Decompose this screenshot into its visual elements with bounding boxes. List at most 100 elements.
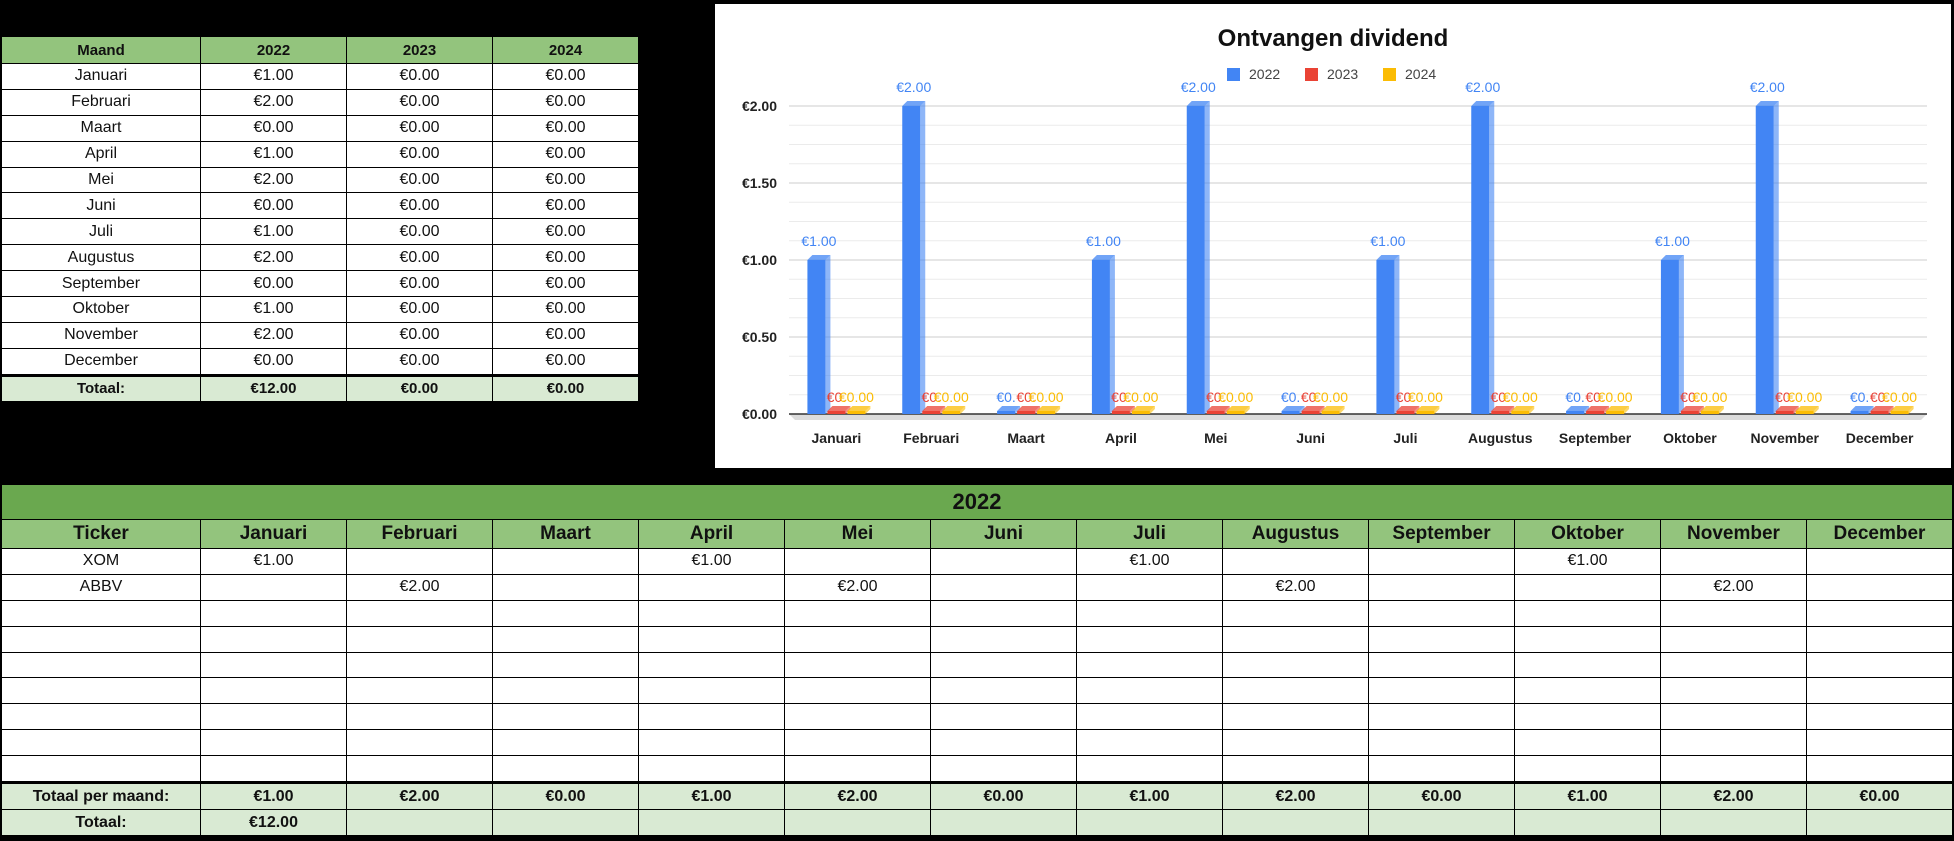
value-cell[interactable]: €0.00 — [346, 244, 493, 272]
ticker-cell[interactable]: XOM — [1, 548, 201, 575]
value-cell[interactable] — [638, 625, 785, 653]
column-header[interactable]: Januari — [200, 519, 347, 549]
value-cell[interactable] — [1076, 573, 1223, 601]
value-cell[interactable] — [1222, 625, 1369, 653]
empty-cell[interactable] — [638, 809, 785, 837]
column-header[interactable]: December — [1806, 519, 1953, 549]
month-cell[interactable]: September — [1, 270, 201, 298]
total-value[interactable]: €0.00 — [930, 781, 1077, 811]
month-cell[interactable]: April — [1, 140, 201, 168]
value-cell[interactable]: €1.00 — [200, 296, 347, 323]
ticker-cell[interactable] — [1, 651, 201, 679]
month-cell[interactable]: Augustus — [1, 244, 201, 272]
value-cell[interactable] — [1806, 703, 1953, 731]
value-cell[interactable] — [784, 677, 931, 705]
column-header[interactable]: Februari — [346, 519, 493, 549]
value-cell[interactable]: €0.00 — [492, 270, 639, 298]
value-cell[interactable]: €1.00 — [1076, 548, 1223, 575]
total-value[interactable]: €2.00 — [784, 781, 931, 811]
total-label[interactable]: Totaal per maand: — [1, 781, 201, 811]
value-cell[interactable] — [1806, 625, 1953, 653]
empty-cell[interactable] — [1660, 809, 1807, 837]
month-cell[interactable]: December — [1, 347, 201, 376]
value-cell[interactable] — [930, 755, 1077, 784]
value-cell[interactable] — [930, 729, 1077, 757]
value-cell[interactable] — [1514, 755, 1661, 784]
value-cell[interactable] — [492, 625, 639, 653]
value-cell[interactable] — [346, 755, 493, 784]
value-cell[interactable] — [930, 599, 1077, 627]
value-cell[interactable] — [1514, 651, 1661, 679]
column-header[interactable]: Augustus — [1222, 519, 1369, 549]
value-cell[interactable]: €0.00 — [200, 114, 347, 142]
value-cell[interactable] — [1514, 573, 1661, 601]
value-cell[interactable] — [1222, 651, 1369, 679]
value-cell[interactable] — [492, 573, 639, 601]
ticker-cell[interactable] — [1, 703, 201, 731]
value-cell[interactable]: €0.00 — [200, 347, 347, 376]
value-cell[interactable]: €0.00 — [346, 270, 493, 298]
value-cell[interactable] — [638, 599, 785, 627]
month-cell[interactable]: Juli — [1, 218, 201, 246]
value-cell[interactable] — [930, 651, 1077, 679]
value-cell[interactable]: €0.00 — [346, 63, 493, 90]
empty-cell[interactable] — [930, 809, 1077, 837]
total-value[interactable]: €0.00 — [492, 781, 639, 811]
total-value[interactable]: €1.00 — [200, 781, 347, 811]
column-header[interactable]: September — [1368, 519, 1515, 549]
empty-cell[interactable] — [492, 809, 639, 837]
value-cell[interactable] — [1222, 548, 1369, 575]
value-cell[interactable]: €2.00 — [200, 166, 347, 194]
value-cell[interactable]: €0.00 — [346, 321, 493, 349]
value-cell[interactable] — [1660, 548, 1807, 575]
value-cell[interactable]: €0.00 — [492, 88, 639, 116]
dividend-chart[interactable]: €0.00 €0.50 €1.00 €1.50 €2.00 Ontvangen divid… — [715, 4, 1951, 468]
ticker-cell[interactable] — [1, 755, 201, 784]
total-value[interactable]: €0.00 — [1368, 781, 1515, 811]
value-cell[interactable]: €2.00 — [200, 321, 347, 349]
value-cell[interactable] — [492, 703, 639, 731]
value-cell[interactable] — [1076, 703, 1223, 731]
column-header[interactable]: Maand — [1, 36, 201, 64]
value-cell[interactable]: €2.00 — [784, 573, 931, 601]
month-cell[interactable]: Januari — [1, 63, 201, 90]
value-cell[interactable]: €0.00 — [200, 192, 347, 220]
value-cell[interactable]: €1.00 — [200, 63, 347, 90]
value-cell[interactable] — [1368, 573, 1515, 601]
value-cell[interactable] — [1806, 599, 1953, 627]
value-cell[interactable] — [930, 677, 1077, 705]
value-cell[interactable] — [200, 625, 347, 653]
value-cell[interactable] — [1806, 729, 1953, 757]
total-value[interactable]: €1.00 — [1514, 781, 1661, 811]
value-cell[interactable] — [346, 677, 493, 705]
value-cell[interactable] — [1368, 548, 1515, 575]
value-cell[interactable]: €0.00 — [346, 192, 493, 220]
value-cell[interactable] — [346, 625, 493, 653]
value-cell[interactable] — [1368, 599, 1515, 627]
value-cell[interactable]: €1.00 — [638, 548, 785, 575]
value-cell[interactable] — [200, 703, 347, 731]
value-cell[interactable]: €2.00 — [346, 573, 493, 601]
column-header[interactable]: 2022 — [200, 36, 347, 64]
value-cell[interactable]: €0.00 — [346, 166, 493, 194]
value-cell[interactable] — [492, 599, 639, 627]
value-cell[interactable] — [1660, 625, 1807, 653]
value-cell[interactable] — [1076, 599, 1223, 627]
value-cell[interactable] — [1806, 651, 1953, 679]
value-cell[interactable] — [1660, 599, 1807, 627]
value-cell[interactable] — [1806, 755, 1953, 784]
column-header[interactable]: Mei — [784, 519, 931, 549]
total-value[interactable]: €0.00 — [346, 373, 493, 402]
value-cell[interactable]: €0.00 — [492, 63, 639, 90]
value-cell[interactable] — [1660, 703, 1807, 731]
value-cell[interactable] — [784, 651, 931, 679]
value-cell[interactable] — [1514, 677, 1661, 705]
value-cell[interactable]: €1.00 — [1514, 548, 1661, 575]
value-cell[interactable] — [492, 729, 639, 757]
value-cell[interactable]: €0.00 — [492, 321, 639, 349]
value-cell[interactable] — [784, 625, 931, 653]
value-cell[interactable] — [1368, 677, 1515, 705]
value-cell[interactable]: €0.00 — [492, 192, 639, 220]
value-cell[interactable] — [346, 599, 493, 627]
value-cell[interactable]: €0.00 — [492, 218, 639, 246]
